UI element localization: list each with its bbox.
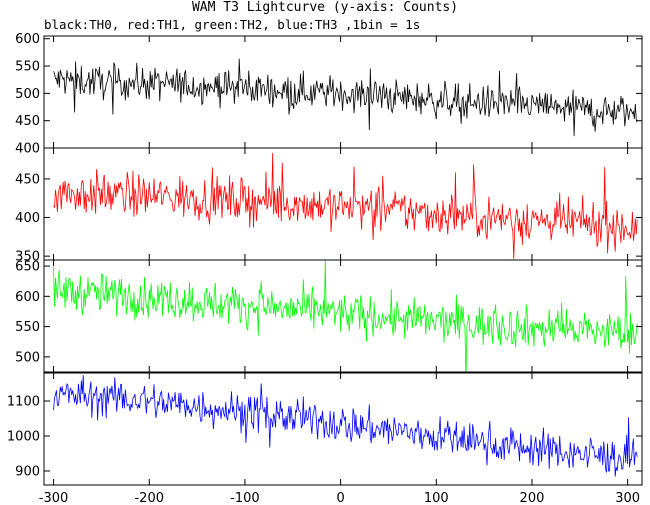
y-tick-label: 400 <box>15 211 40 226</box>
y-tick-label: 400 <box>15 142 40 157</box>
panel-frame-th0 <box>43 35 643 149</box>
y-tick-label: 350 <box>15 250 40 265</box>
y-tick-label: 450 <box>15 172 40 187</box>
y-tick-label: 450 <box>15 114 40 129</box>
x-tick-label: 200 <box>520 491 545 505</box>
chart-subtitle: black:TH0, red:TH1, green:TH2, blue:TH3 … <box>44 17 421 32</box>
y-tick-label: 1100 <box>7 395 40 410</box>
y-tick-label: 900 <box>15 465 40 480</box>
x-tick-label: 100 <box>424 491 449 505</box>
series-line-th0 <box>53 58 638 137</box>
panel-frame-th3 <box>43 372 643 486</box>
y-tick-label: 550 <box>15 60 40 75</box>
x-tick-label: -100 <box>230 491 260 505</box>
x-tick-label: 0 <box>336 491 344 505</box>
panel-frame-th2 <box>43 259 643 373</box>
chart-title: WAM T3 Lightcurve (y-axis: Counts) <box>191 0 459 15</box>
y-tick-label: 600 <box>15 32 40 47</box>
series-line-th1 <box>53 152 638 260</box>
y-tick-label: 650 <box>15 260 40 275</box>
y-tick-label: 550 <box>15 320 40 335</box>
x-tick-label: 300 <box>615 491 640 505</box>
series-line-th2 <box>53 260 638 372</box>
series-line-th3 <box>53 375 638 477</box>
y-tick-label: 600 <box>15 290 40 305</box>
y-tick-label: 1000 <box>7 430 40 445</box>
x-tick-label: -300 <box>39 491 69 505</box>
y-tick-label: 500 <box>15 350 40 365</box>
y-tick-label: 500 <box>15 87 40 102</box>
x-tick-label: -200 <box>134 491 164 505</box>
